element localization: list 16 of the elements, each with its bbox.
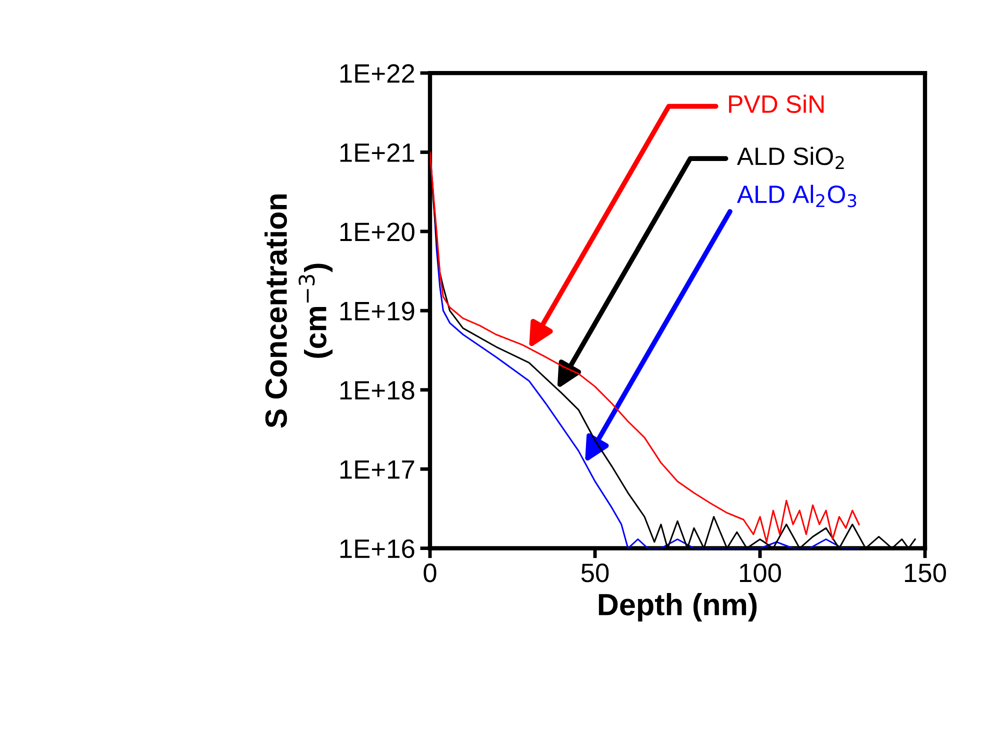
x-tick-label: 150 (905, 564, 946, 582)
y-tick-label: 1E+21 (340, 143, 414, 162)
x-axis-title: Depth (nm) (598, 593, 757, 622)
y-tick-label: 1E+20 (340, 222, 414, 242)
y-tick-label: 1E+19 (340, 302, 414, 320)
text: ALD Al$_{2}$O$_{3}$ (736, 184, 856, 208)
y-tick-label: 1E+16 (340, 539, 414, 558)
text: PVD SiN (729, 94, 824, 114)
x-tick-label: 0 (424, 564, 436, 582)
x-tick-label: 50 (581, 564, 609, 582)
text: ALD SiO$_{2}$ (736, 146, 844, 170)
y-tick-label: 1E+18 (340, 380, 414, 400)
y-tick-label: 1E+17 (340, 460, 414, 479)
y-tick-label: 1E+22 (340, 64, 414, 83)
y-axis-title: S Concentration (cm$^{−3}$) (264, 194, 333, 428)
x-tick-label: 100 (740, 564, 781, 582)
